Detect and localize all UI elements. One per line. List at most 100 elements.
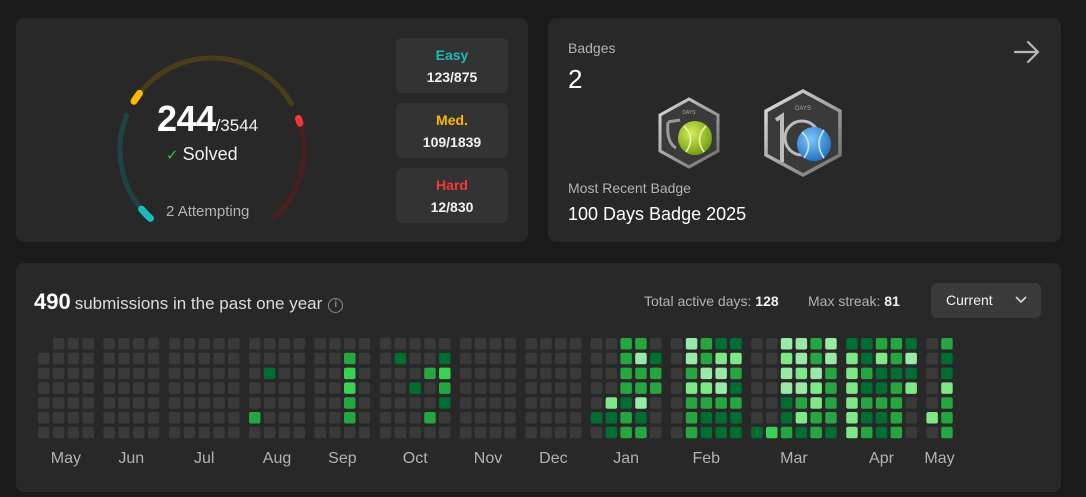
heatmap-cell[interactable] bbox=[941, 426, 953, 439]
heatmap-cell[interactable] bbox=[700, 367, 713, 380]
heatmap-cell[interactable] bbox=[861, 338, 873, 350]
heatmap-cell[interactable] bbox=[730, 352, 742, 365]
heatmap-cell[interactable] bbox=[439, 412, 451, 424]
heatmap-cell[interactable] bbox=[905, 426, 917, 439]
heatmap-cell[interactable] bbox=[278, 412, 291, 424]
heatmap-cell[interactable] bbox=[249, 412, 261, 424]
heatmap-cell[interactable] bbox=[52, 352, 65, 365]
heatmap-cell[interactable] bbox=[700, 338, 713, 350]
heatmap-cell[interactable] bbox=[671, 382, 683, 394]
heatmap-cell[interactable] bbox=[213, 367, 225, 380]
heatmap-cell[interactable] bbox=[620, 382, 632, 394]
heatmap-cell[interactable] bbox=[825, 338, 837, 350]
heatmap-cell[interactable] bbox=[358, 367, 371, 380]
heatmap-cell[interactable] bbox=[379, 338, 392, 350]
heatmap-cell[interactable] bbox=[825, 426, 837, 439]
heatmap-cell[interactable] bbox=[671, 338, 683, 350]
heatmap-cell[interactable] bbox=[635, 367, 647, 380]
heatmap-cell[interactable] bbox=[82, 412, 94, 424]
heatmap-cell[interactable] bbox=[590, 352, 603, 365]
heatmap-cell[interactable] bbox=[926, 397, 938, 409]
heatmap-cell[interactable] bbox=[474, 338, 487, 350]
heatmap-cell[interactable] bbox=[555, 426, 567, 439]
heatmap-cell[interactable] bbox=[329, 426, 341, 439]
heatmap-cell[interactable] bbox=[890, 426, 903, 439]
heatmap-cell[interactable] bbox=[905, 338, 917, 350]
heatmap-cell[interactable] bbox=[133, 367, 145, 380]
heatmap-cell[interactable] bbox=[278, 338, 291, 350]
heatmap-cell[interactable] bbox=[825, 367, 837, 380]
heatmap-cell[interactable] bbox=[590, 367, 603, 380]
heatmap-cell[interactable] bbox=[474, 397, 487, 409]
heatmap-cell[interactable] bbox=[358, 412, 371, 424]
50-days-badge-icon[interactable]: DAYS bbox=[656, 96, 722, 170]
heatmap-cell[interactable] bbox=[861, 397, 873, 409]
heatmap-cell[interactable] bbox=[620, 397, 632, 409]
heatmap-cell[interactable] bbox=[905, 352, 917, 365]
heatmap-cell[interactable] bbox=[810, 367, 822, 380]
heatmap-cell[interactable] bbox=[489, 352, 502, 365]
heatmap-cell[interactable] bbox=[590, 426, 603, 439]
heatmap-cell[interactable] bbox=[474, 412, 487, 424]
heatmap-cell[interactable] bbox=[52, 412, 65, 424]
heatmap-cell[interactable] bbox=[875, 412, 888, 424]
heatmap-cell[interactable] bbox=[103, 352, 115, 365]
heatmap-cell[interactable] bbox=[620, 426, 632, 439]
heatmap-cell[interactable] bbox=[671, 367, 683, 380]
heatmap-cell[interactable] bbox=[379, 352, 392, 365]
heatmap-cell[interactable] bbox=[329, 412, 341, 424]
heatmap-cell[interactable] bbox=[409, 367, 421, 380]
heatmap-cell[interactable] bbox=[133, 352, 145, 365]
heatmap-cell[interactable] bbox=[249, 367, 261, 380]
heatmap-cell[interactable] bbox=[671, 352, 683, 365]
heatmap-cell[interactable] bbox=[263, 382, 276, 394]
heatmap-cell[interactable] bbox=[249, 338, 261, 350]
heatmap-cell[interactable] bbox=[715, 412, 727, 424]
100-days-badge-icon[interactable]: DAYS bbox=[762, 88, 844, 178]
heatmap-cell[interactable] bbox=[795, 338, 808, 350]
heatmap-cell[interactable] bbox=[525, 397, 537, 409]
heatmap-cell[interactable] bbox=[314, 426, 326, 439]
heatmap-cell[interactable] bbox=[38, 367, 50, 380]
heatmap-cell[interactable] bbox=[147, 352, 160, 365]
heatmap-cell[interactable] bbox=[569, 382, 582, 394]
heatmap-cell[interactable] bbox=[118, 352, 130, 365]
heatmap-cell[interactable] bbox=[780, 426, 793, 439]
heatmap-cell[interactable] bbox=[460, 397, 472, 409]
heatmap-cell[interactable] bbox=[504, 338, 516, 350]
heatmap-cell[interactable] bbox=[685, 352, 698, 365]
heatmap-cell[interactable] bbox=[780, 352, 793, 365]
heatmap-cell[interactable] bbox=[228, 382, 240, 394]
heatmap-cell[interactable] bbox=[249, 397, 261, 409]
heatmap-cell[interactable] bbox=[213, 382, 225, 394]
heatmap-cell[interactable] bbox=[168, 352, 181, 365]
heatmap-cell[interactable] bbox=[133, 382, 145, 394]
heatmap-cell[interactable] bbox=[118, 338, 130, 350]
heatmap-cell[interactable] bbox=[38, 352, 50, 365]
heatmap-cell[interactable] bbox=[358, 426, 371, 439]
heatmap-cell[interactable] bbox=[278, 352, 291, 365]
heatmap-cell[interactable] bbox=[730, 338, 742, 350]
heatmap-cell[interactable] bbox=[890, 367, 903, 380]
heatmap-cell[interactable] bbox=[278, 397, 291, 409]
heatmap-cell[interactable] bbox=[685, 412, 698, 424]
heatmap-cell[interactable] bbox=[474, 426, 487, 439]
heatmap-cell[interactable] bbox=[846, 352, 858, 365]
heatmap-cell[interactable] bbox=[293, 367, 305, 380]
heatmap-cell[interactable] bbox=[228, 352, 240, 365]
heatmap-cell[interactable] bbox=[715, 367, 727, 380]
heatmap-cell[interactable] bbox=[569, 397, 582, 409]
heatmap-cell[interactable] bbox=[183, 338, 196, 350]
heatmap-cell[interactable] bbox=[780, 367, 793, 380]
heatmap-cell[interactable] bbox=[460, 412, 472, 424]
heatmap-cell[interactable] bbox=[650, 397, 662, 409]
heatmap-cell[interactable] bbox=[103, 338, 115, 350]
heatmap-cell[interactable] bbox=[168, 426, 181, 439]
heatmap-cell[interactable] bbox=[314, 367, 326, 380]
heatmap-cell[interactable] bbox=[715, 338, 727, 350]
heatmap-cell[interactable] bbox=[394, 367, 407, 380]
heatmap-cell[interactable] bbox=[780, 412, 793, 424]
heatmap-cell[interactable] bbox=[344, 382, 356, 394]
heatmap-cell[interactable] bbox=[555, 367, 567, 380]
heatmap-cell[interactable] bbox=[489, 412, 502, 424]
